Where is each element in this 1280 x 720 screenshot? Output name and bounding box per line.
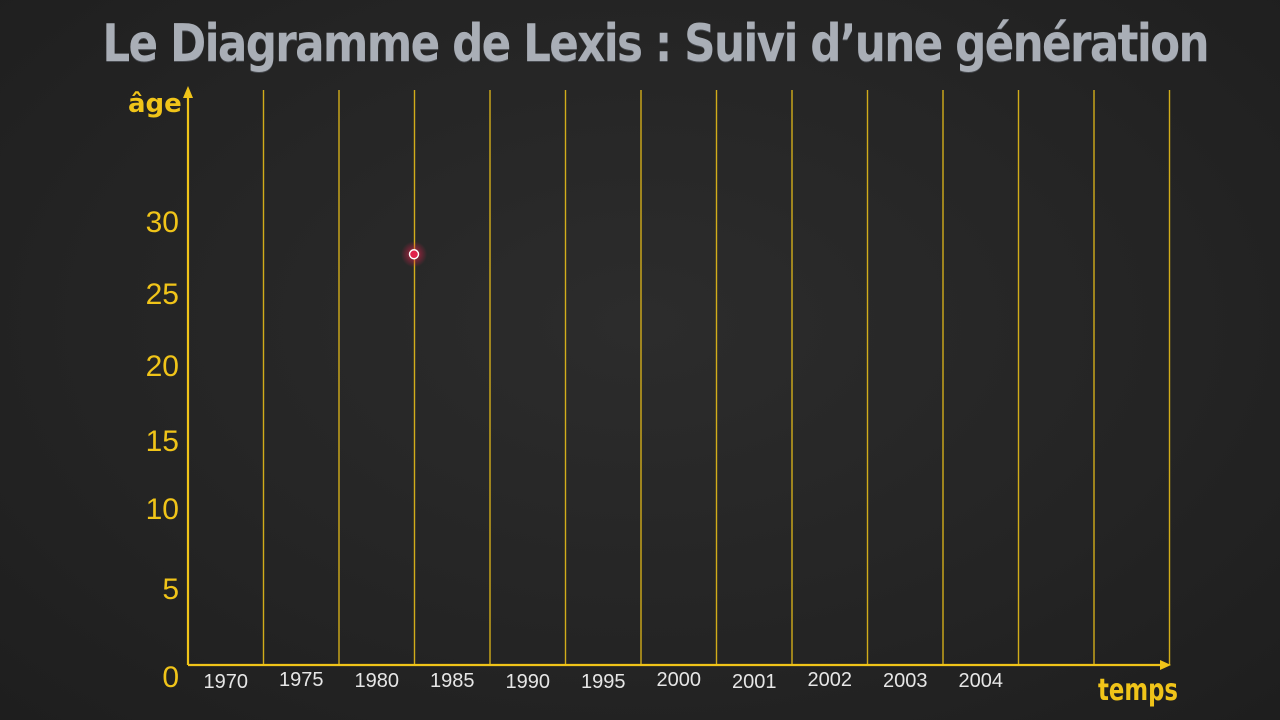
y-tick-label: 5 [162,573,179,606]
x-axis-label: temps [1098,673,1178,708]
x-tick-label: 2001 [732,671,777,693]
y-tick-label: 20 [146,350,179,383]
axes: âge temps [128,86,1178,708]
x-tick-label: 2000 [657,669,702,691]
vertical-gridlines [262,90,1171,665]
x-tick-label: 1975 [279,669,324,691]
x-tick-label: 2003 [883,670,928,692]
x-tick-label: 1995 [581,671,626,693]
page-title: Le Diagramme de Lexis : Suivi d’une géné… [102,14,1209,74]
pointer-marker [401,241,427,268]
y-tick-labels: 0 5 10 15 20 25 30 [146,206,179,694]
x-tick-labels: 1970 1975 1980 1985 1990 1995 2000 2001 2002 2003… [204,669,1004,693]
x-tick-label: 1990 [506,671,551,693]
y-tick-label: 30 [146,206,179,239]
y-tick-label: 25 [146,278,179,311]
x-tick-label: 1980 [355,670,400,692]
pointer-dot [408,249,420,260]
x-tick-label: 1970 [204,671,249,693]
y-axis-arrow-icon [183,86,193,98]
y-tick-label: 15 [146,425,179,458]
y-tick-label: 0 [162,661,179,694]
x-tick-label: 2004 [959,670,1004,692]
y-tick-label: 10 [146,493,179,526]
x-axis-arrow-icon [1160,660,1171,670]
x-tick-label: 1985 [430,670,475,692]
y-axis-label: âge [128,89,182,119]
x-tick-label: 2002 [808,669,853,691]
